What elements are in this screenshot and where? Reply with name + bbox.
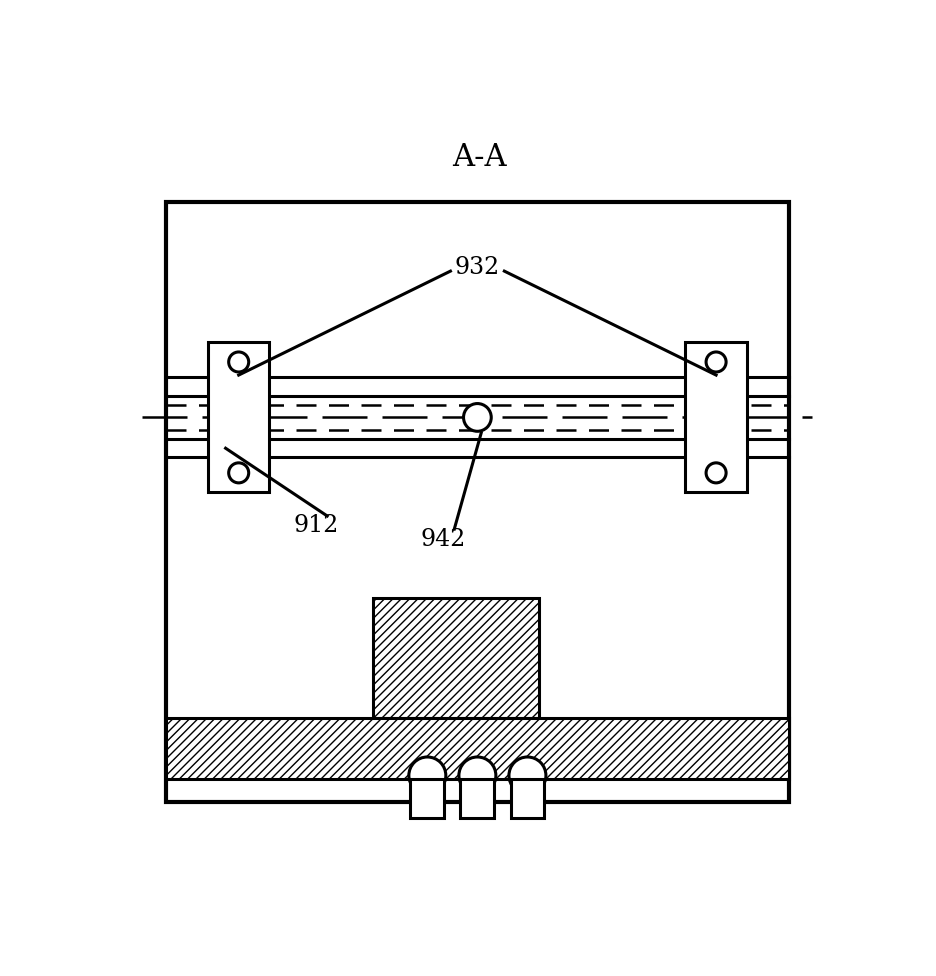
- Text: 912: 912: [293, 513, 339, 537]
- Text: 942: 942: [420, 528, 465, 550]
- Bar: [208, 343, 270, 493]
- Bar: [510, 779, 545, 818]
- Bar: [410, 779, 445, 818]
- Circle shape: [228, 463, 249, 483]
- Circle shape: [228, 352, 249, 372]
- Circle shape: [409, 757, 446, 793]
- Bar: [166, 202, 789, 802]
- Circle shape: [463, 403, 491, 431]
- Circle shape: [706, 352, 726, 372]
- Text: 932: 932: [455, 256, 500, 279]
- Circle shape: [459, 757, 496, 793]
- Circle shape: [509, 757, 546, 793]
- Circle shape: [706, 463, 726, 483]
- Bar: [685, 343, 747, 493]
- Bar: [166, 717, 789, 779]
- Bar: [461, 779, 494, 818]
- Bar: [373, 598, 539, 717]
- Text: A-A: A-A: [452, 142, 507, 173]
